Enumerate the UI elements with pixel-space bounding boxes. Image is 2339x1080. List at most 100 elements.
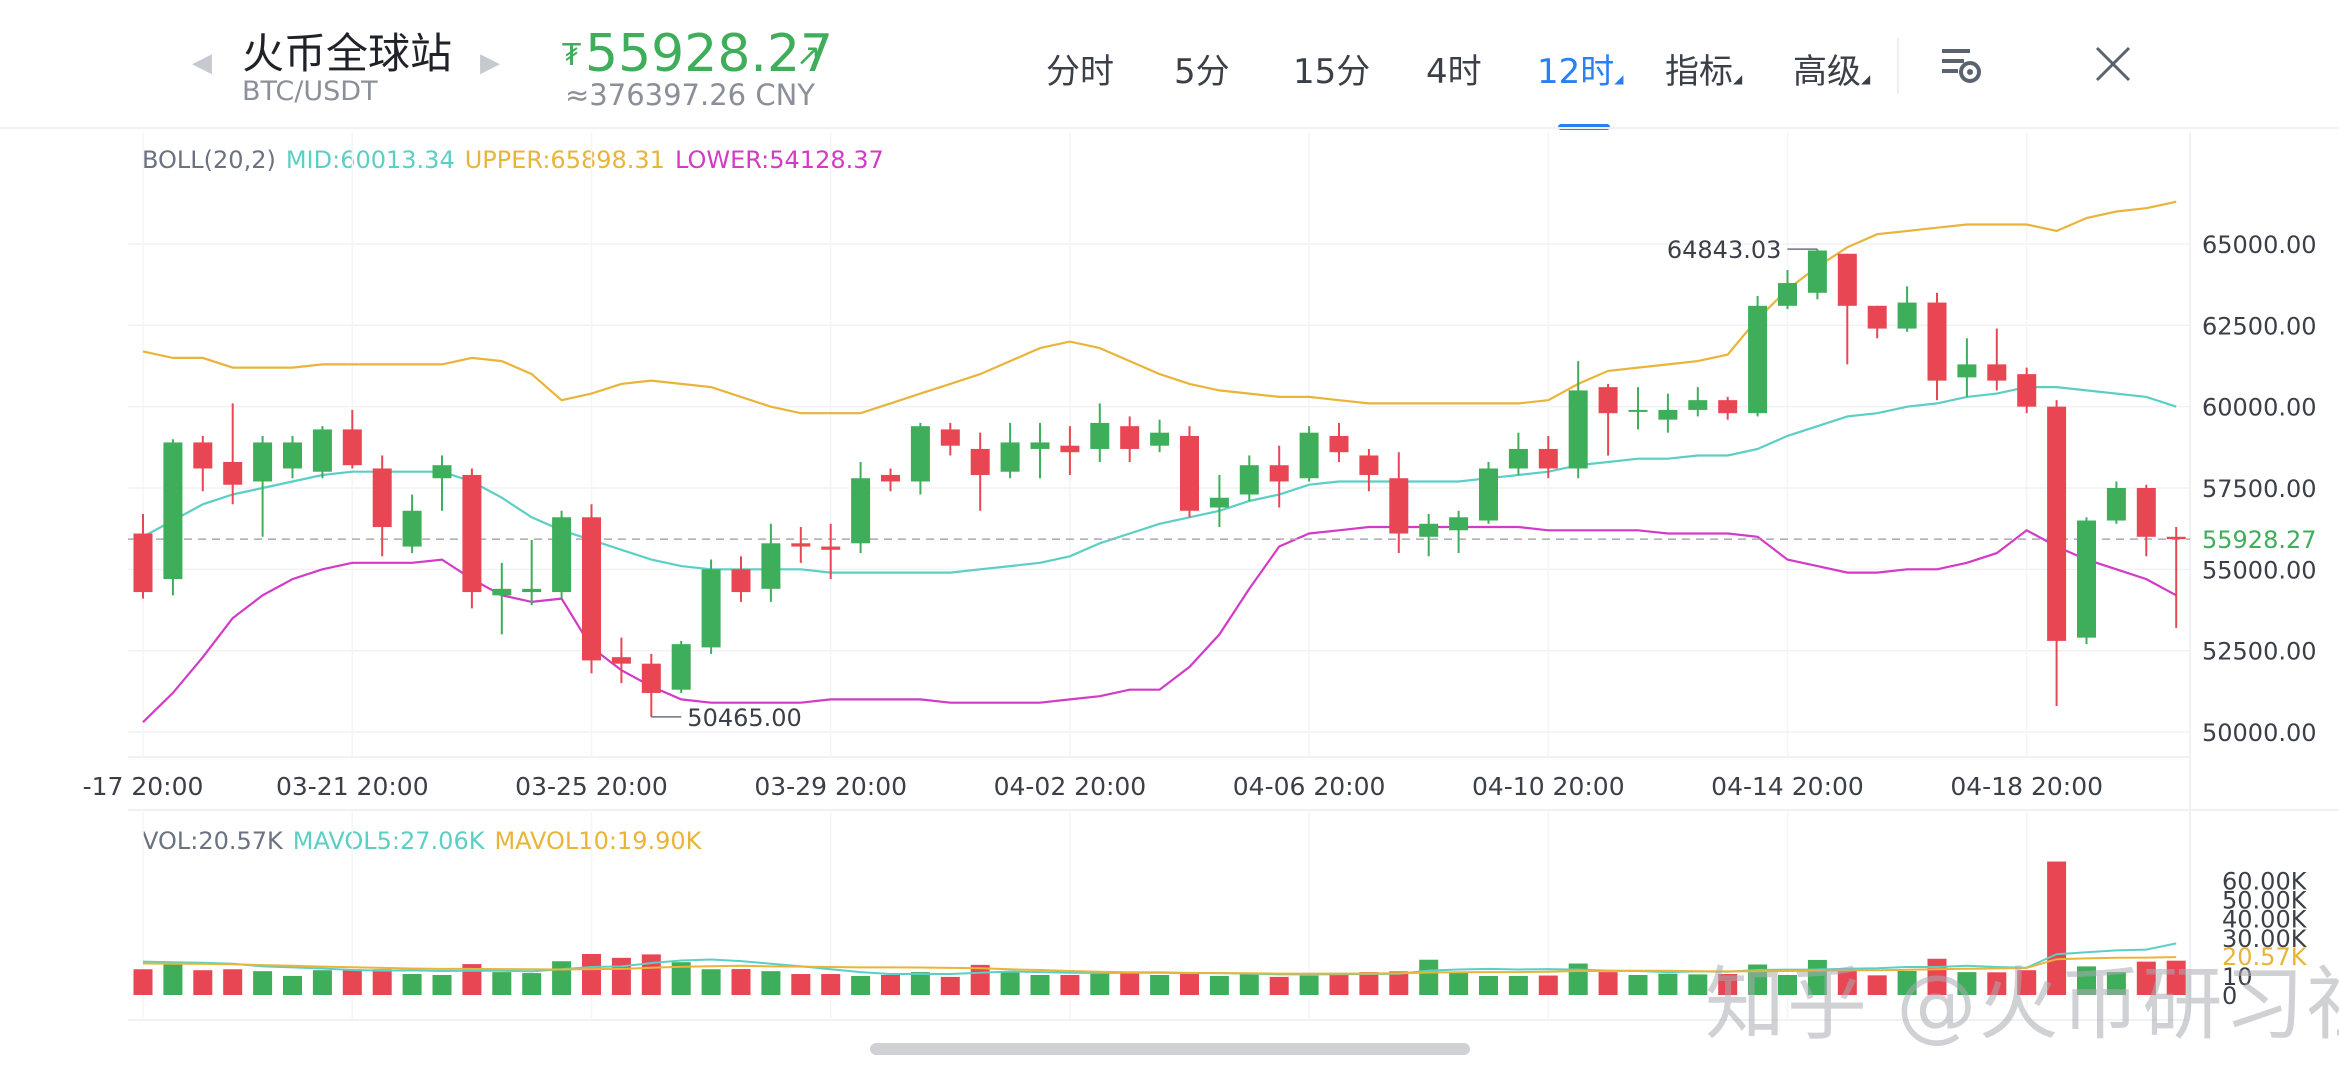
candle-body <box>582 517 601 661</box>
volume-bar <box>1449 972 1469 995</box>
candle-body <box>940 429 960 446</box>
candle-body <box>223 461 243 485</box>
volume-bar <box>2017 970 2037 995</box>
volume-bar <box>1778 974 1797 995</box>
time-axis-label: -17 20:00 <box>83 772 204 801</box>
kline-chart[interactable]: 65000.00 62500.00 60000.00 57500.00 55000.00… <box>0 0 2339 1040</box>
next-symbol-icon[interactable]: ▶ <box>480 48 500 78</box>
volume-bar <box>193 970 213 995</box>
tab-indicators[interactable]: 指标◢ <box>1665 52 1743 92</box>
volume-bar <box>462 964 482 995</box>
volume-bar <box>1150 974 1170 995</box>
boll-mid-line <box>142 386 2177 574</box>
volume-bar <box>2136 961 2156 995</box>
candle-body <box>1867 305 1887 329</box>
candle-body <box>133 533 153 593</box>
candle-body <box>881 474 900 482</box>
price-tick-label: 60000.00 <box>2202 394 2317 422</box>
volume-bar <box>940 976 960 995</box>
candle-body <box>462 474 482 593</box>
candle-body <box>1479 468 1498 521</box>
candle-body <box>1389 478 1409 534</box>
volume-bar <box>821 974 841 995</box>
arrow-up-right-icon: ↗ <box>796 38 822 73</box>
volume-bar <box>1718 974 1738 995</box>
volume-bar <box>2047 861 2067 995</box>
tab-4h[interactable]: 4时 <box>1426 52 1482 92</box>
time-axis-label: 04-02 20:00 <box>994 772 1147 801</box>
candle-body <box>1359 455 1379 475</box>
candle-body <box>1628 409 1648 412</box>
symbol-pair: BTC/USDT <box>242 76 378 107</box>
last-price-label: 55928.27 <box>2202 526 2317 554</box>
volume-bar <box>552 961 572 995</box>
candle-body <box>2136 487 2156 537</box>
candle-body <box>402 510 422 547</box>
candle-body <box>851 478 871 544</box>
price-tick-label: 50000.00 <box>2202 719 2317 747</box>
volume-bar <box>1419 959 1439 995</box>
price-tick-label: 62500.00 <box>2202 312 2317 340</box>
volume-bar <box>1000 972 1020 995</box>
volume-bar <box>342 969 362 995</box>
boll-indicator-legend: BOLL(20,2) MID:60013.34 UPPER:65898.31 LOWE… <box>142 146 894 174</box>
candle-body <box>1120 426 1140 449</box>
candle-body <box>1957 364 1977 378</box>
volume-bar <box>163 964 183 995</box>
candle-body <box>641 663 661 693</box>
candle-body <box>1329 435 1349 453</box>
candle-body <box>193 442 213 469</box>
candle-body <box>342 429 362 466</box>
volume-tick-label: 30.00K <box>2222 925 2308 953</box>
candle-body <box>253 442 273 482</box>
time-axis-label: 04-10 20:00 <box>1472 772 1625 801</box>
mavol10-line <box>142 956 2177 975</box>
home-indicator[interactable] <box>870 1043 1470 1055</box>
candle-body <box>701 569 721 648</box>
volume-tick-label: 40.00K <box>2222 906 2308 934</box>
high-price-marker-label: 64843.03 <box>1667 236 1782 264</box>
volume-tick-label: 10 <box>2222 963 2253 991</box>
volume-bar <box>1030 974 1050 995</box>
candle-body <box>1748 305 1768 414</box>
candle-body <box>432 465 452 479</box>
volume-bar <box>1987 972 2007 995</box>
candle-body <box>1927 302 1947 381</box>
boll-upper-value: UPPER:65898.31 <box>464 146 665 174</box>
volume-bar <box>1479 975 1498 995</box>
volume-bar <box>223 969 243 995</box>
volume-bar <box>1239 974 1259 995</box>
chart-settings-icon[interactable] <box>1940 45 1984 85</box>
candle-body <box>791 543 811 547</box>
volume-bar <box>253 971 273 995</box>
candle-body <box>611 657 631 664</box>
volume-bar <box>1120 971 1140 995</box>
candle-body <box>1269 465 1289 482</box>
volume-bar <box>1688 974 1708 995</box>
tab-time-share[interactable]: 分时 <box>1046 52 1114 92</box>
last-price: 55928.27 <box>585 24 834 84</box>
tab-15min[interactable]: 15分 <box>1293 52 1371 92</box>
volume-bar <box>1359 972 1379 995</box>
prev-symbol-icon[interactable]: ◀ <box>192 48 212 78</box>
candle-body <box>731 569 751 593</box>
mavol10-value: MAVOL10:19.90K <box>494 827 702 855</box>
volume-bar <box>1299 975 1319 995</box>
volume-bar <box>910 972 930 995</box>
candle-body <box>2047 406 2067 641</box>
close-icon[interactable] <box>2093 44 2133 84</box>
candle-body <box>1897 302 1917 329</box>
tab-12h[interactable]: 12时◢ <box>1537 52 1624 92</box>
header: ◀ 火币全球站 BTC/USDT ▶ ₮ 55928.27 ↗ ≈376397.… <box>0 0 2339 130</box>
tab-advanced[interactable]: 高级◢ <box>1793 52 1871 92</box>
volume-bar <box>2106 972 2126 995</box>
candle-body <box>492 588 512 596</box>
header-divider <box>1897 38 1899 94</box>
tab-5min[interactable]: 5分 <box>1174 52 1230 92</box>
boll-lower-line <box>142 525 2177 723</box>
candle-body <box>1060 445 1080 453</box>
volume-bar <box>881 974 900 995</box>
volume-bar <box>522 973 542 995</box>
volume-bar <box>611 957 631 995</box>
candle-body <box>1688 400 1708 410</box>
